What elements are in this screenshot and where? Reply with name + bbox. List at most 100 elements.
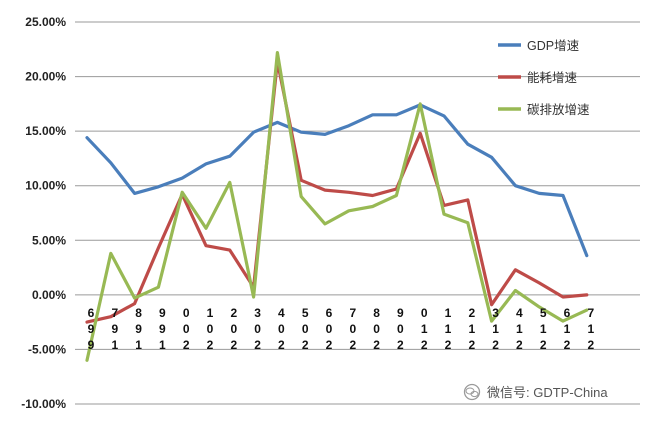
x-tick-label: 6 9 9 bbox=[88, 306, 95, 352]
x-tick-char: 2 bbox=[421, 338, 428, 352]
x-tick-char: 3 bbox=[254, 306, 261, 320]
x-tick-char: 4 bbox=[516, 306, 523, 320]
x-tick-char: 2 bbox=[445, 338, 452, 352]
x-tick-char: 1 bbox=[207, 306, 214, 320]
y-tick-label: 25.00% bbox=[25, 15, 66, 29]
x-tick-char: 9 bbox=[135, 322, 142, 336]
x-tick-label: 2 1 2 bbox=[468, 306, 475, 352]
legend-label: GDP增速 bbox=[527, 38, 580, 53]
y-tick-label: 5.00% bbox=[32, 233, 66, 247]
x-tick-char: 1 bbox=[516, 322, 523, 336]
x-axis-tick-labels: 6997918919910021022023024025026027028029… bbox=[88, 306, 595, 352]
x-tick-char: 6 bbox=[326, 306, 333, 320]
x-tick-char: 2 bbox=[373, 338, 380, 352]
x-tick-label: 7 0 2 bbox=[349, 306, 356, 352]
x-tick-char: 1 bbox=[421, 322, 428, 336]
x-tick-char: 7 bbox=[111, 306, 118, 320]
x-tick-char: 2 bbox=[326, 338, 333, 352]
x-tick-char: 2 bbox=[540, 338, 547, 352]
x-tick-char: 5 bbox=[540, 306, 547, 320]
x-tick-char: 0 bbox=[326, 322, 333, 336]
x-tick-char: 1 bbox=[564, 322, 571, 336]
x-tick-char: 0 bbox=[230, 322, 237, 336]
x-tick-label: 0 0 2 bbox=[183, 306, 190, 352]
x-tick-label: 2 0 2 bbox=[230, 306, 237, 352]
x-tick-char: 1 bbox=[468, 322, 475, 336]
x-tick-char: 7 bbox=[349, 306, 356, 320]
x-tick-char: 2 bbox=[397, 338, 404, 352]
x-tick-char: 9 bbox=[88, 322, 95, 336]
x-tick-char: 2 bbox=[468, 338, 475, 352]
x-tick-label: 6 0 2 bbox=[326, 306, 333, 352]
x-tick-char: 0 bbox=[373, 322, 380, 336]
y-tick-label: -5.00% bbox=[28, 342, 66, 356]
x-tick-char: 2 bbox=[183, 338, 190, 352]
x-tick-label: 1 1 2 bbox=[445, 306, 452, 352]
x-tick-char: 9 bbox=[88, 338, 95, 352]
series-line-0 bbox=[85, 103, 589, 258]
x-tick-label: 8 0 2 bbox=[373, 306, 380, 352]
legend-label: 碳排放增速 bbox=[527, 102, 590, 117]
x-tick-label: 7 1 2 bbox=[587, 306, 594, 352]
x-tick-char: 1 bbox=[587, 322, 594, 336]
x-tick-label: 9 0 2 bbox=[397, 306, 404, 352]
x-tick-char: 2 bbox=[302, 338, 309, 352]
x-tick-char: 0 bbox=[278, 322, 285, 336]
watermark: 微信号: GDTP-China bbox=[463, 383, 608, 401]
x-tick-char: 2 bbox=[230, 338, 237, 352]
x-tick-char: 2 bbox=[564, 338, 571, 352]
x-tick-char: 0 bbox=[397, 322, 404, 336]
x-tick-char: 1 bbox=[492, 322, 499, 336]
y-tick-label: -10.00% bbox=[21, 397, 66, 411]
x-tick-label: 9 9 1 bbox=[159, 306, 166, 352]
x-tick-label: 7 9 1 bbox=[111, 306, 118, 352]
x-tick-char: 1 bbox=[540, 322, 547, 336]
x-tick-char: 0 bbox=[254, 322, 261, 336]
x-tick-char: 2 bbox=[230, 306, 237, 320]
x-tick-char: 2 bbox=[468, 306, 475, 320]
series-lines bbox=[85, 50, 589, 362]
x-tick-char: 8 bbox=[373, 306, 380, 320]
x-tick-char: 2 bbox=[254, 338, 261, 352]
x-tick-char: 2 bbox=[349, 338, 356, 352]
y-tick-label: 15.00% bbox=[25, 124, 66, 138]
wechat-icon bbox=[463, 383, 481, 401]
x-tick-label: 4 0 2 bbox=[278, 306, 285, 352]
x-tick-char: 2 bbox=[516, 338, 523, 352]
x-tick-char: 8 bbox=[135, 306, 142, 320]
series-line-2 bbox=[85, 50, 589, 362]
x-tick-char: 9 bbox=[111, 322, 118, 336]
x-tick-label: 5 0 2 bbox=[302, 306, 309, 352]
y-tick-label: 20.00% bbox=[25, 70, 66, 84]
x-tick-char: 2 bbox=[587, 338, 594, 352]
x-tick-label: 5 1 2 bbox=[540, 306, 547, 352]
x-tick-char: 1 bbox=[445, 322, 452, 336]
x-tick-char: 6 bbox=[564, 306, 571, 320]
x-tick-char: 4 bbox=[278, 306, 285, 320]
x-tick-char: 7 bbox=[587, 306, 594, 320]
x-tick-char: 9 bbox=[159, 306, 166, 320]
x-tick-char: 0 bbox=[207, 322, 214, 336]
x-tick-char: 0 bbox=[349, 322, 356, 336]
watermark-text: 微信号: GDTP-China bbox=[487, 385, 608, 400]
x-tick-char: 2 bbox=[207, 338, 214, 352]
x-tick-label: 3 1 2 bbox=[492, 306, 499, 352]
x-tick-char: 2 bbox=[492, 338, 499, 352]
x-tick-char: 1 bbox=[135, 338, 142, 352]
series-line-1 bbox=[85, 59, 589, 324]
x-tick-char: 9 bbox=[159, 322, 166, 336]
x-tick-label: 1 0 2 bbox=[207, 306, 214, 352]
legend-label: 能耗增速 bbox=[527, 70, 578, 85]
x-tick-char: 0 bbox=[183, 322, 190, 336]
x-tick-char: 0 bbox=[421, 306, 428, 320]
y-axis-tick-labels: -10.00% -5.00% 0.00% 5.00% 10.00% 15.00% 20.00… bbox=[21, 15, 66, 411]
x-tick-char: 1 bbox=[159, 338, 166, 352]
x-tick-label: 8 9 1 bbox=[135, 306, 142, 352]
x-tick-label: 3 0 2 bbox=[254, 306, 261, 352]
x-tick-label: 4 1 2 bbox=[516, 306, 523, 352]
x-tick-char: 0 bbox=[302, 322, 309, 336]
x-tick-char: 1 bbox=[111, 338, 118, 352]
x-tick-char: 9 bbox=[397, 306, 404, 320]
